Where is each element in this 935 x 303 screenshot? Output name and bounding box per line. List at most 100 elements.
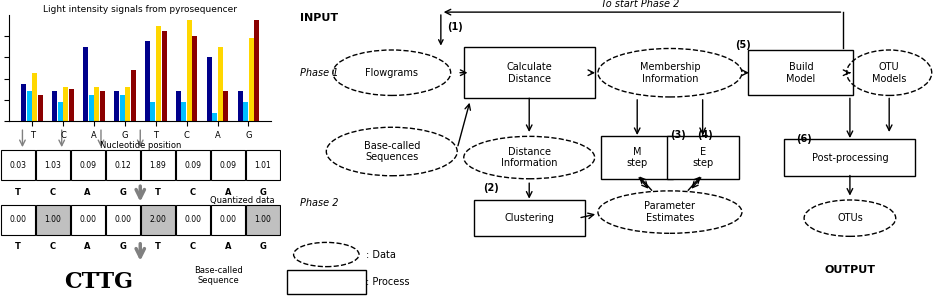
Text: Quantized data: Quantized data — [210, 195, 275, 205]
Bar — [114, 92, 119, 121]
Bar — [193, 36, 197, 121]
Text: Base-called
Sequences: Base-called Sequences — [364, 141, 420, 162]
Text: G: G — [260, 242, 266, 251]
Bar — [69, 89, 74, 121]
FancyBboxPatch shape — [71, 205, 105, 235]
Text: Build
Model: Build Model — [786, 62, 815, 84]
Text: A: A — [224, 188, 231, 197]
FancyBboxPatch shape — [464, 47, 595, 98]
Bar — [145, 42, 150, 121]
Text: 0.12: 0.12 — [114, 161, 131, 170]
FancyBboxPatch shape — [601, 136, 673, 179]
Bar — [64, 87, 68, 121]
FancyBboxPatch shape — [1, 205, 35, 235]
Text: 1.00: 1.00 — [44, 215, 61, 224]
Text: CTTG: CTTG — [64, 271, 133, 293]
Bar — [58, 102, 63, 121]
Text: G: G — [260, 188, 266, 197]
Text: Post-processing: Post-processing — [812, 152, 888, 163]
Text: T: T — [15, 188, 21, 197]
Bar — [207, 57, 211, 121]
Text: 0.00: 0.00 — [220, 215, 237, 224]
Text: E
step: E step — [692, 147, 713, 168]
FancyBboxPatch shape — [473, 200, 585, 236]
Bar — [100, 92, 105, 121]
Text: : Data: : Data — [366, 249, 396, 260]
Bar — [131, 70, 136, 121]
Text: OUTPUT: OUTPUT — [825, 265, 875, 275]
Text: 1.03: 1.03 — [44, 161, 61, 170]
FancyBboxPatch shape — [287, 270, 366, 294]
FancyBboxPatch shape — [36, 205, 69, 235]
FancyBboxPatch shape — [784, 139, 915, 176]
Text: 0.00: 0.00 — [79, 215, 96, 224]
FancyBboxPatch shape — [211, 205, 245, 235]
Bar — [94, 87, 99, 121]
Text: (3): (3) — [670, 130, 686, 140]
Text: 0.09: 0.09 — [184, 161, 201, 170]
Text: C: C — [50, 188, 56, 197]
Text: 0.00: 0.00 — [9, 215, 26, 224]
Text: Phase 2: Phase 2 — [300, 198, 338, 208]
Text: T: T — [15, 242, 21, 251]
Text: Membership
Information: Membership Information — [640, 62, 700, 84]
Bar — [212, 113, 217, 121]
Text: OTU
Models: OTU Models — [872, 62, 906, 84]
Text: A: A — [84, 242, 91, 251]
FancyBboxPatch shape — [246, 205, 280, 235]
Text: T: T — [155, 188, 161, 197]
FancyBboxPatch shape — [176, 205, 209, 235]
Bar — [187, 20, 192, 121]
Bar — [33, 73, 37, 121]
Text: Phase 1: Phase 1 — [300, 68, 338, 78]
Bar — [156, 25, 161, 121]
X-axis label: Nucleotide position: Nucleotide position — [99, 141, 181, 150]
FancyBboxPatch shape — [211, 150, 245, 180]
Text: Calculate
Distance: Calculate Distance — [507, 62, 552, 84]
Text: Parameter
Estimates: Parameter Estimates — [644, 201, 696, 223]
Text: 0.00: 0.00 — [114, 215, 131, 224]
Text: T: T — [155, 242, 161, 251]
Text: (5): (5) — [735, 41, 751, 51]
Bar — [151, 102, 155, 121]
Text: G: G — [120, 188, 126, 197]
Text: C: C — [190, 242, 196, 251]
FancyBboxPatch shape — [176, 150, 209, 180]
Bar — [162, 31, 166, 121]
Text: Distance
Information: Distance Information — [501, 147, 557, 168]
Text: C: C — [50, 242, 56, 251]
FancyBboxPatch shape — [748, 50, 854, 95]
Text: A: A — [224, 242, 231, 251]
Text: 0.03: 0.03 — [9, 161, 26, 170]
Bar — [27, 92, 32, 121]
FancyBboxPatch shape — [106, 205, 139, 235]
Text: 1.01: 1.01 — [254, 161, 271, 170]
Title: Light intensity signals from pyrosequencer: Light intensity signals from pyrosequenc… — [43, 5, 237, 14]
Bar — [181, 102, 186, 121]
Text: Base-called
Sequence: Base-called Sequence — [194, 266, 243, 285]
Text: : Process: : Process — [366, 277, 410, 287]
Text: INPUT: INPUT — [300, 13, 338, 23]
Text: 1.00: 1.00 — [254, 215, 271, 224]
Text: C: C — [190, 188, 196, 197]
Text: Clustering: Clustering — [504, 213, 554, 223]
Text: Raw data: Raw data — [208, 114, 247, 123]
FancyBboxPatch shape — [106, 150, 139, 180]
Text: (4): (4) — [697, 130, 712, 140]
Text: 1.89: 1.89 — [150, 161, 166, 170]
Bar — [223, 92, 228, 121]
Text: 0.09: 0.09 — [220, 161, 237, 170]
FancyBboxPatch shape — [667, 136, 739, 179]
FancyBboxPatch shape — [1, 150, 35, 180]
Bar — [243, 102, 248, 121]
Text: 0.09: 0.09 — [79, 161, 96, 170]
Text: M
step: M step — [626, 147, 648, 168]
Text: (2): (2) — [483, 183, 499, 193]
Bar — [83, 47, 88, 121]
Text: Flowgrams: Flowgrams — [366, 68, 418, 78]
FancyBboxPatch shape — [246, 150, 280, 180]
Bar — [38, 95, 43, 121]
Bar — [52, 92, 57, 121]
Text: OTUs: OTUs — [837, 213, 863, 223]
FancyBboxPatch shape — [141, 205, 175, 235]
